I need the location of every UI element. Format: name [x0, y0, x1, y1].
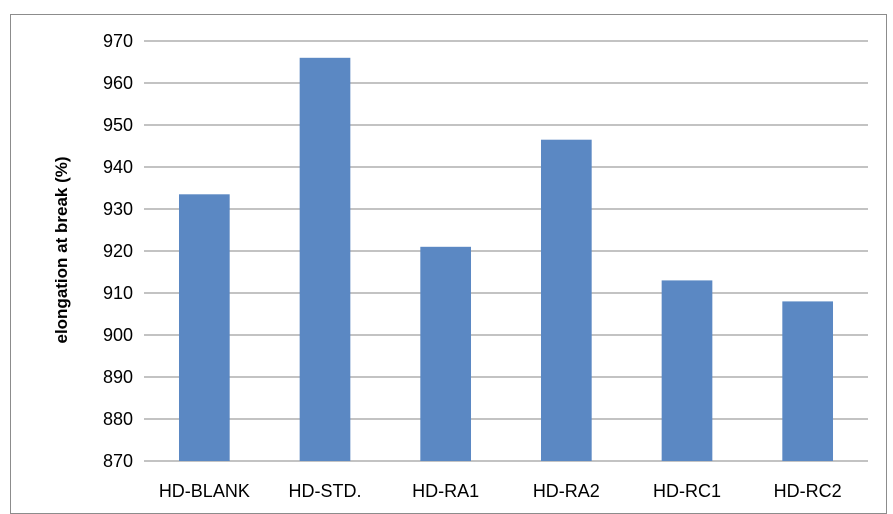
y-tick-label: 870 — [103, 451, 133, 471]
y-tick-label: 920 — [103, 241, 133, 261]
gridlines — [144, 40, 868, 462]
bars — [178, 57, 834, 462]
y-tick-label: 970 — [103, 31, 133, 51]
bar-hd-ra2 — [540, 139, 592, 461]
x-tick-label: HD-RA1 — [412, 481, 479, 501]
y-tick-label: 880 — [103, 409, 133, 429]
x-tick-label: HD-RA2 — [533, 481, 600, 501]
bar-hd-std — [299, 57, 351, 462]
y-tick-label: 940 — [103, 157, 133, 177]
y-tick-label: 890 — [103, 367, 133, 387]
y-axis-ticks: 870 880 890 900 910 920 930 940 950 960 970 — [103, 31, 133, 471]
x-tick-label: HD-BLANK — [159, 481, 250, 501]
x-tick-label: HD-RC1 — [653, 481, 721, 501]
x-tick-label: HD-STD. — [289, 481, 362, 501]
y-tick-label: 930 — [103, 199, 133, 219]
bar-hd-rc1 — [661, 280, 713, 461]
y-tick-label: 960 — [103, 73, 133, 93]
x-tick-label: HD-RC2 — [774, 481, 842, 501]
y-tick-label: 900 — [103, 325, 133, 345]
bar-hd-blank — [178, 194, 230, 462]
x-axis-ticks: HD-BLANK HD-STD. HD-RA1 HD-RA2 HD-RC1 HD-RC2 — [159, 481, 842, 501]
y-axis-title: elongation at break (%) — [52, 156, 71, 343]
y-tick-label: 950 — [103, 115, 133, 135]
bar-hd-ra1 — [420, 246, 472, 461]
y-tick-label: 910 — [103, 283, 133, 303]
bar-hd-rc2 — [782, 301, 834, 461]
